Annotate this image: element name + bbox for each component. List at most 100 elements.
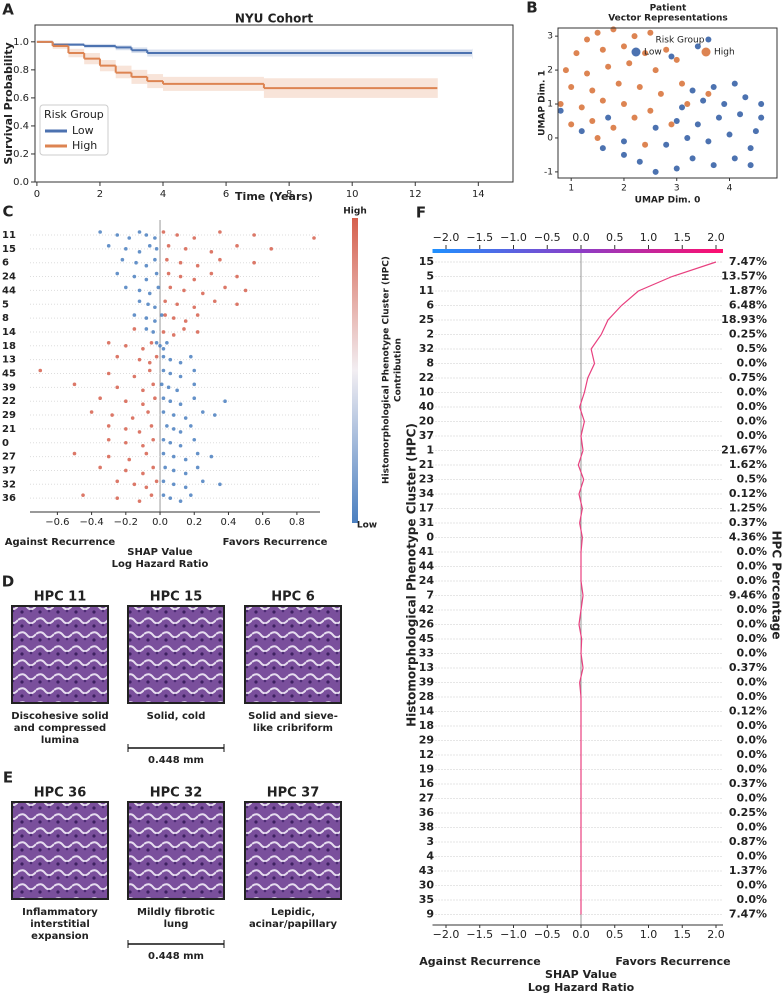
point xyxy=(632,115,638,121)
row-label: 42 xyxy=(419,603,434,616)
point xyxy=(732,81,738,87)
colorbar-high: High xyxy=(343,207,366,217)
row-label: 16 xyxy=(419,777,435,790)
shap-point xyxy=(167,386,171,390)
row-label: 8 xyxy=(2,313,9,324)
row-label: 35 xyxy=(419,893,434,906)
shap-point xyxy=(179,444,183,448)
percentage-label: 0.0% xyxy=(736,734,767,747)
shap-point xyxy=(189,424,193,428)
confidence-band xyxy=(472,49,473,59)
point xyxy=(637,84,643,90)
percentage-label: 0.0% xyxy=(736,415,767,428)
shap-point xyxy=(223,286,227,290)
legend-label: High xyxy=(72,139,97,152)
point xyxy=(653,169,659,175)
row-label: 25 xyxy=(419,313,434,326)
point xyxy=(595,135,601,141)
shap-point xyxy=(189,493,193,497)
shap-point xyxy=(81,493,85,497)
point xyxy=(658,91,664,97)
shap-point xyxy=(179,375,183,379)
shap-point xyxy=(133,275,137,279)
image-title: HPC 11 xyxy=(34,590,87,605)
shap-point xyxy=(165,258,169,262)
point xyxy=(632,33,638,39)
point xyxy=(711,162,717,168)
shap-point xyxy=(182,289,186,293)
shap-point xyxy=(133,327,137,331)
y-axis-label: Histomorphological Phenotype Cluster (HP… xyxy=(405,423,419,727)
shap-point xyxy=(175,302,179,306)
point xyxy=(668,54,674,60)
row-label: 5 xyxy=(426,270,434,283)
row-label: 41 xyxy=(419,545,434,558)
decision-line xyxy=(578,262,716,915)
row-label: 19 xyxy=(419,763,434,776)
shap-point xyxy=(155,247,159,251)
point xyxy=(621,101,627,107)
row-label: 39 xyxy=(2,382,16,393)
panel-label: C xyxy=(2,203,13,221)
point xyxy=(758,115,764,121)
shap-point xyxy=(165,424,169,428)
shap-point xyxy=(189,355,193,359)
point xyxy=(684,135,690,141)
percentage-label: 13.57% xyxy=(721,270,767,283)
row-label: 5 xyxy=(2,299,9,310)
shap-point xyxy=(201,292,205,296)
percentage-label: 0.37% xyxy=(729,661,767,674)
row-label: 24 xyxy=(2,272,16,283)
image-caption: expansion xyxy=(31,931,89,942)
shap-point xyxy=(192,305,196,309)
row-label: 15 xyxy=(419,255,434,268)
point xyxy=(758,101,764,107)
shap-point xyxy=(133,313,137,317)
shap-point xyxy=(179,430,183,434)
percentage-label: 0.5% xyxy=(736,473,767,486)
shap-point xyxy=(184,486,188,490)
top-tick-label: 0.0 xyxy=(572,231,590,244)
shap-point xyxy=(98,466,102,470)
point xyxy=(653,125,659,131)
shap-point xyxy=(210,455,214,459)
percentage-label: 0.12% xyxy=(729,705,767,718)
shap-point xyxy=(150,493,154,497)
shap-point xyxy=(138,499,142,503)
x-tick-label: 2 xyxy=(621,184,627,194)
x-tick-label: 1.5 xyxy=(674,928,692,941)
row-label: 6 xyxy=(2,258,9,269)
shap-point xyxy=(162,480,166,484)
x-tick-label: 0.6 xyxy=(255,517,271,528)
colorbar-label: Histomorphological Phenotype Cluster (HP… xyxy=(382,256,392,484)
shap-point xyxy=(179,275,183,279)
percentage-label: 7.47% xyxy=(729,908,767,921)
point xyxy=(605,115,611,121)
shap-point xyxy=(145,316,149,320)
point xyxy=(605,64,611,70)
x-tick-label: 12 xyxy=(409,189,422,200)
point xyxy=(589,87,595,93)
histology-image xyxy=(128,802,224,899)
shap-point xyxy=(146,302,150,306)
percentage-label: 1.87% xyxy=(729,284,767,297)
shap-point xyxy=(151,466,155,470)
shap-point xyxy=(184,247,188,251)
x-tick-label: 0.8 xyxy=(289,517,305,528)
shap-point xyxy=(115,496,119,500)
histology-image xyxy=(245,802,341,899)
row-label: 15 xyxy=(2,244,16,255)
x-tick-label: 1 xyxy=(568,184,574,194)
shap-point xyxy=(213,413,217,417)
point xyxy=(584,37,590,43)
percentage-label: 0.0% xyxy=(736,850,767,863)
row-label: 29 xyxy=(419,734,434,747)
shap-point xyxy=(153,396,157,400)
x-tick-label: 4 xyxy=(160,189,166,200)
image-title: HPC 36 xyxy=(34,786,87,801)
point xyxy=(663,47,669,53)
shap-point xyxy=(162,396,166,400)
histology-image xyxy=(245,606,341,703)
percentage-label: 0.0% xyxy=(736,763,767,776)
